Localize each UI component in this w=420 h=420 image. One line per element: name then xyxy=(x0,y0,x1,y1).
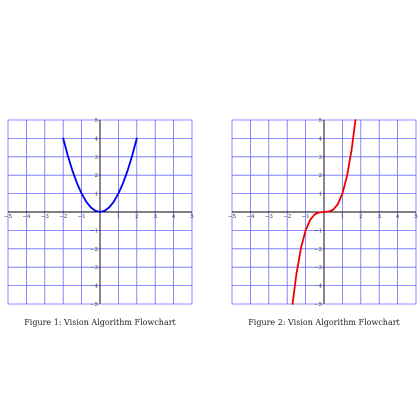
y-tick-label: −1 xyxy=(314,228,322,234)
y-tick-label: 1 xyxy=(319,192,323,198)
x-tick-label: 5 xyxy=(414,214,418,220)
y-tick-label: −4 xyxy=(314,284,323,290)
series-line-0 xyxy=(62,137,138,213)
y-tick-label: 3 xyxy=(319,155,323,161)
x-tick-label: 4 xyxy=(172,214,176,220)
y-tick-label: 4 xyxy=(95,136,99,142)
series-line-0 xyxy=(291,119,357,305)
chart-figure-2: −5 −4 −3 −2 −1 1 2 3 4 5 −5 −4 −3 −2 −1 1 2 3 4 5 xyxy=(228,118,418,308)
y-tick-label: 5 xyxy=(319,118,323,124)
y-tick-label: −3 xyxy=(90,265,99,271)
x-tick-label: 3 xyxy=(153,214,157,220)
y-tick-label: −2 xyxy=(90,247,98,253)
figure-1-caption: Figure 1: Vision Algorithm Flowchart xyxy=(24,318,176,327)
y-tick-label: −3 xyxy=(314,265,323,271)
chart-figure-1: −5 −4 −3 −2 −1 1 2 3 4 5 −5 −4 −3 −2 −1 1 2 3 4 5 xyxy=(4,118,194,308)
x-tick-label: 4 xyxy=(396,214,400,220)
x-tick-label: −3 xyxy=(265,214,274,220)
y-tick-label: −5 xyxy=(314,302,323,308)
x-tick-label: 3 xyxy=(377,214,381,220)
x-tick-label: 1 xyxy=(341,214,345,220)
x-tick-label: 1 xyxy=(117,214,121,220)
x-tick-label: 5 xyxy=(190,214,194,220)
y-tick-label: 1 xyxy=(95,192,99,198)
x-tick-label: −5 xyxy=(4,214,13,220)
x-tick-label: −2 xyxy=(283,214,291,220)
x-tick-label: −1 xyxy=(302,214,310,220)
x-tick-label: −1 xyxy=(78,214,86,220)
x-tick-label: −4 xyxy=(246,214,255,220)
y-tick-label: 2 xyxy=(95,173,99,179)
y-tick-label: −2 xyxy=(314,247,322,253)
x-tick-label: 2 xyxy=(359,214,363,220)
y-tick-label: 4 xyxy=(319,136,323,142)
x-tick-label: 2 xyxy=(135,214,139,220)
y-tick-label: 2 xyxy=(319,173,323,179)
y-tick-label: 5 xyxy=(95,118,99,124)
y-tick-label: −1 xyxy=(90,228,98,234)
y-tick-label: −5 xyxy=(90,302,99,308)
figure-2-caption: Figure 2: Vision Algorithm Flowchart xyxy=(248,318,400,327)
x-tick-label: −3 xyxy=(41,214,50,220)
y-tick-label: −4 xyxy=(90,284,99,290)
x-tick-label: −4 xyxy=(22,214,31,220)
x-tick-label: −2 xyxy=(59,214,67,220)
x-tick-label: −5 xyxy=(228,214,237,220)
y-tick-label: 3 xyxy=(95,155,99,161)
